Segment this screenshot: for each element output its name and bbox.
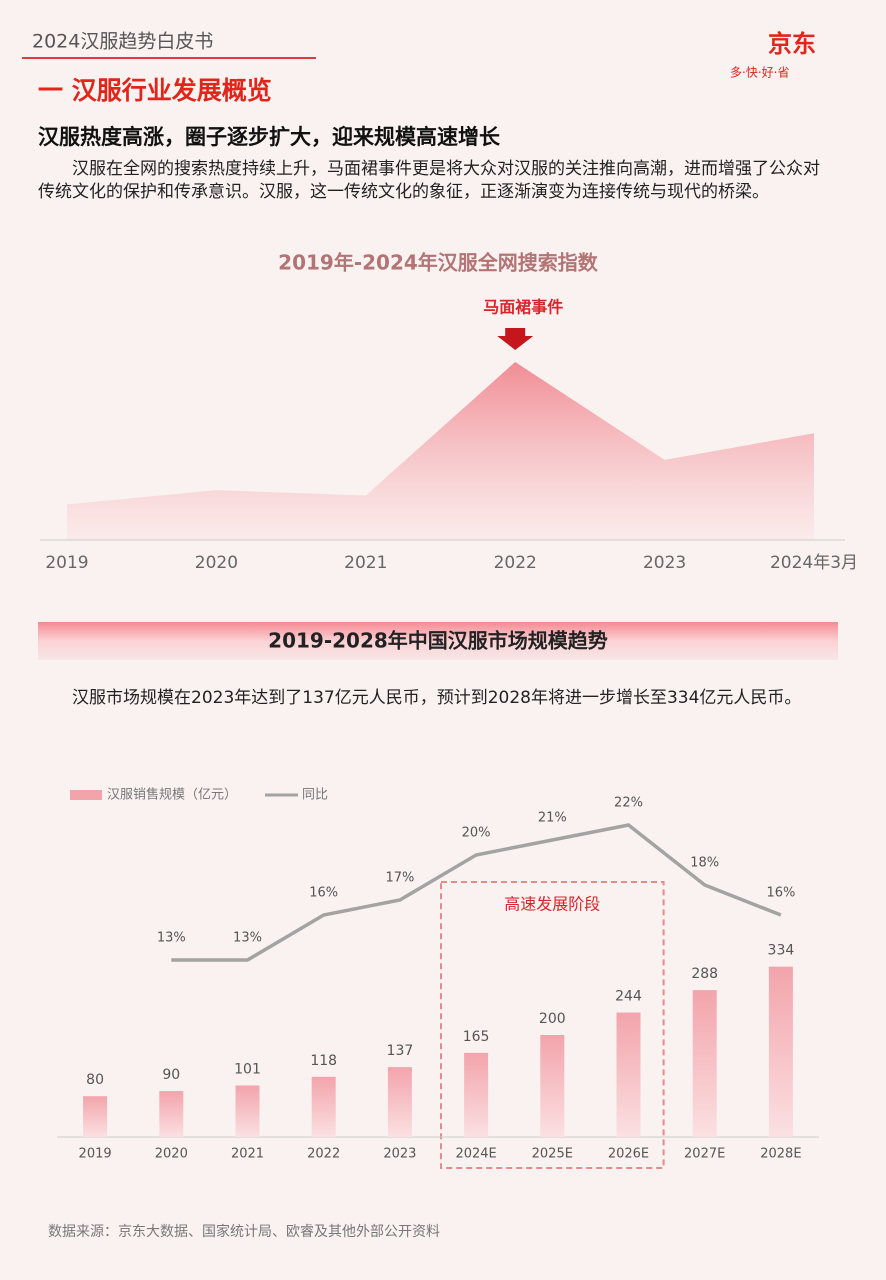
bar	[464, 1052, 489, 1137]
x-tick-label: 2023	[383, 1147, 416, 1162]
x-tick-label: 2019	[79, 1147, 112, 1162]
area	[67, 362, 814, 540]
bar	[768, 966, 793, 1137]
bar	[387, 1067, 412, 1137]
value-label: 288	[691, 966, 718, 982]
value-label: 16%	[309, 886, 338, 901]
value-label: 165	[463, 1029, 490, 1045]
value-label: 20%	[462, 826, 491, 841]
x-tick-label: 2025E	[532, 1147, 573, 1162]
section-title: 一 汉服行业发展概览	[38, 76, 272, 105]
x-tick-label: 2028E	[760, 1147, 801, 1162]
x-tick-label: 2026E	[608, 1147, 649, 1162]
annotation: 马面裙事件	[483, 298, 563, 317]
value-label: 244	[615, 989, 642, 1005]
x-tick-label: 2021	[344, 553, 387, 573]
x-tick-label: 2024年3月	[770, 553, 858, 573]
paragraph: 汉服市场规模在2023年达到了137亿元人民币，预计到2028年将进一步增长至3…	[72, 688, 802, 708]
value-label: 200	[539, 1011, 566, 1027]
heading: 汉服热度高涨，圈子逐步扩大，迎来规模高速增长	[38, 125, 501, 149]
x-tick-label: 2020	[155, 1147, 188, 1162]
bar	[616, 1012, 641, 1137]
slogan: 多·快·好·省	[730, 66, 789, 80]
x-tick-label: 2022	[307, 1147, 340, 1162]
x-tick-label: 2023	[643, 553, 686, 573]
x-tick-label: 2022	[494, 553, 537, 573]
chart-title: 2019-2028年中国汉服市场规模趋势	[268, 629, 608, 653]
bar	[83, 1096, 108, 1137]
bar	[692, 990, 717, 1137]
bar	[311, 1076, 336, 1137]
bar	[235, 1085, 260, 1137]
annotation: 高速发展阶段	[504, 895, 600, 914]
x-tick-label: 2021	[231, 1147, 264, 1162]
value-label: 101	[234, 1061, 261, 1077]
value-label: 21%	[538, 811, 567, 826]
x-tick-label: 2019	[45, 553, 88, 573]
annotation-arrow	[497, 328, 534, 350]
chart-title: 2019年-2024年汉服全网搜索指数	[278, 251, 599, 275]
value-label: 22%	[614, 796, 643, 811]
value-label: 17%	[385, 871, 414, 886]
logo: 京东	[768, 30, 816, 58]
bar	[540, 1035, 565, 1137]
line	[171, 823, 782, 962]
value-label: 118	[310, 1053, 337, 1069]
value-label: 13%	[233, 931, 262, 946]
value-label: 137	[387, 1043, 414, 1059]
value-label: 18%	[690, 856, 719, 871]
legend-swatch	[70, 790, 102, 800]
value-label: 13%	[157, 931, 186, 946]
legend-label: 同比	[302, 788, 328, 803]
paragraph: 汉服在全网的搜索热度持续上升，马面裙事件更是将大众对汉服的关注推向高潮，进而增强…	[38, 159, 820, 202]
bar	[159, 1091, 184, 1137]
source: 数据来源：京东大数据、国家统计局、欧睿及其他外部公开资料	[48, 1223, 440, 1240]
x-tick-label: 2020	[195, 553, 238, 573]
x-tick-label: 2024E	[455, 1147, 496, 1162]
header-title: 2024汉服趋势白皮书	[32, 31, 213, 53]
x-tick-label: 2027E	[684, 1147, 725, 1162]
legend-label: 汉服销售规模（亿元）	[107, 787, 237, 803]
value-label: 16%	[766, 886, 795, 901]
value-label: 90	[162, 1067, 180, 1083]
banner	[38, 622, 838, 660]
value-label: 80	[86, 1072, 104, 1088]
highlight-box	[440, 881, 665, 1169]
value-label: 334	[768, 943, 795, 959]
